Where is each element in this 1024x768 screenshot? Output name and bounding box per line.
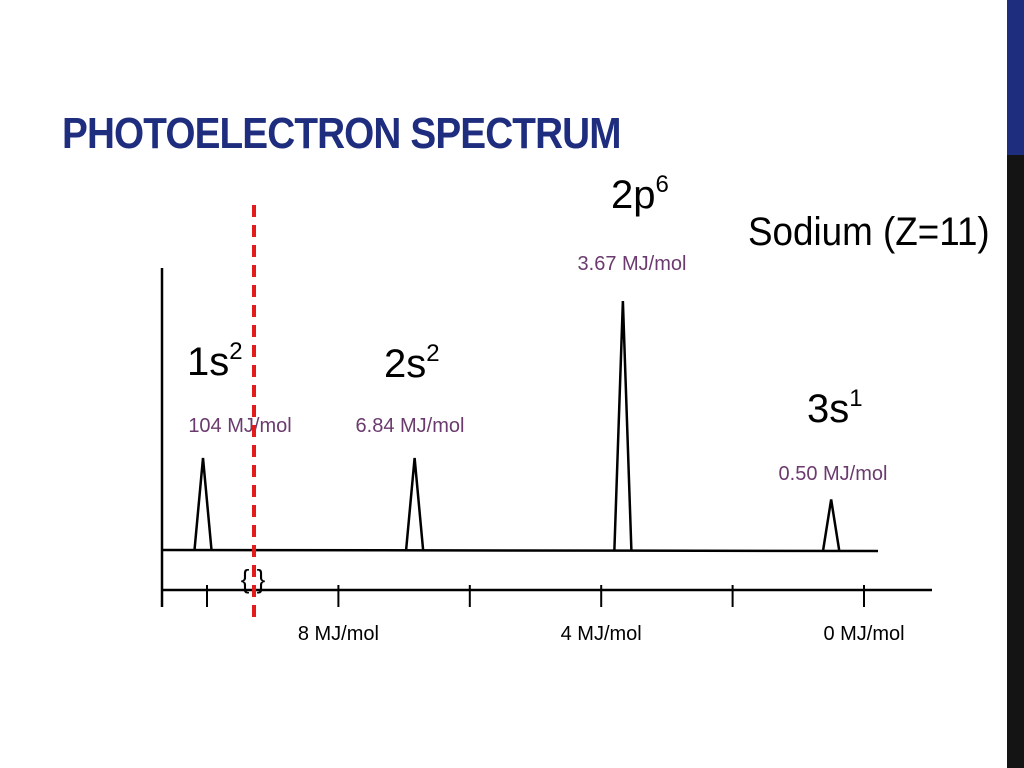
- energy-label-2p: 3.67 MJ/mol: [578, 253, 687, 275]
- peak-2s: [404, 457, 425, 551]
- orbital-label-2p: 2p6: [611, 171, 669, 217]
- orbital-label-1s: 1s2: [187, 338, 243, 384]
- x-tick-label: 8 MJ/mol: [298, 623, 379, 645]
- x-tick-label: 4 MJ/mol: [561, 623, 642, 645]
- energy-label-1s: 104 MJ/mol: [188, 415, 291, 437]
- accent-bar-bottom: [1007, 155, 1024, 768]
- energy-label-2s: 6.84 MJ/mol: [356, 415, 465, 437]
- peak-2p: [613, 300, 633, 551]
- x-tick-label: 0 MJ/mol: [823, 623, 904, 645]
- peak-3s: [821, 499, 841, 551]
- energy-label-3s: 0.50 MJ/mol: [779, 463, 888, 485]
- peak-1s: [193, 457, 213, 551]
- orbital-label-3s: 3s1: [807, 385, 863, 431]
- orbital-label-2s: 2s2: [384, 340, 440, 386]
- slide-title: PHOTOELECTRON SPECTRUM: [62, 109, 621, 158]
- spectrum-baseline: [161, 548, 879, 553]
- accent-bar-top: [1007, 0, 1024, 155]
- element-label: Sodium (Z=11): [748, 210, 990, 254]
